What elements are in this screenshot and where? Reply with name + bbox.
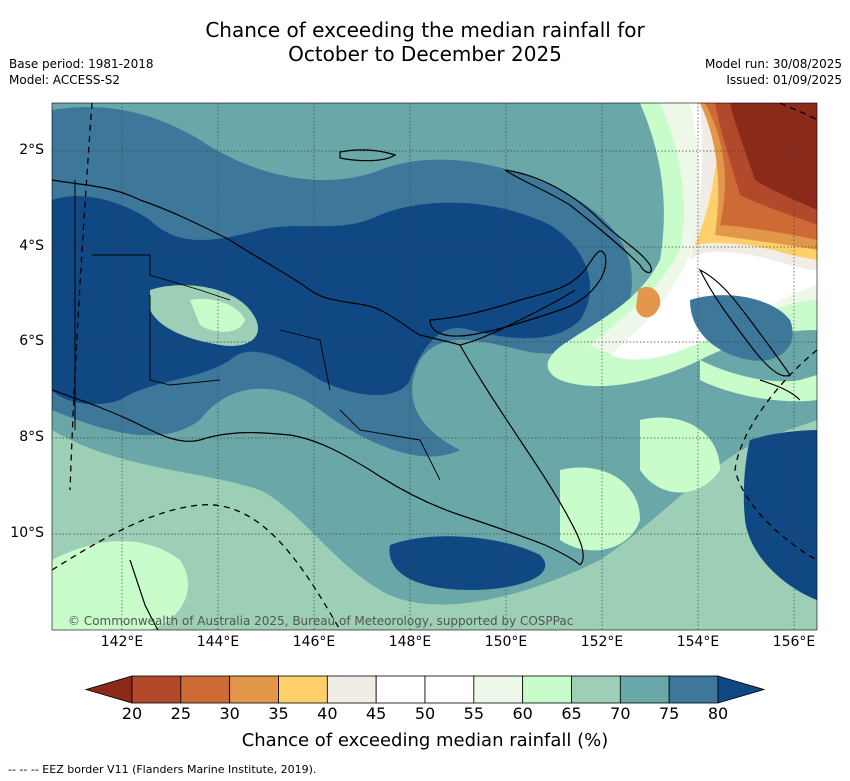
colorbar-tick-60: 60	[512, 704, 533, 723]
colorbar-tick-45: 45	[365, 704, 387, 723]
y-tick-2s: 2°S	[19, 142, 44, 158]
colorbar-box-50	[424, 675, 475, 704]
colorbar-box-20	[131, 675, 182, 704]
colorbar-tick-30: 30	[219, 704, 240, 723]
colorbar-box-30	[229, 675, 279, 704]
colorbar-box-25	[180, 675, 231, 704]
x-tick-152: 152°E	[580, 634, 624, 650]
coast-new-guinea-north	[52, 179, 576, 346]
colorbar-tick-40: 40	[317, 704, 338, 723]
x-tick-142: 142°E	[100, 634, 144, 650]
model-run: Model run: 30/08/2025	[704, 57, 842, 71]
y-tick-4s: 4°S	[19, 238, 44, 254]
map-frame	[51, 102, 818, 631]
x-tick-156: 156°E	[772, 634, 816, 650]
meta-left: Base period: 1981-2018 Model: ACCESS-S2	[9, 56, 154, 88]
gridlines	[52, 103, 817, 630]
meta-right: Model run: 30/08/2025 Issued: 01/09/2025	[705, 56, 842, 88]
copyright-notice: © Commonwealth of Australia 2025, Bureau…	[68, 614, 574, 628]
colorbar-tick-80: 80	[707, 704, 729, 723]
title-line-1: Chance of exceeding the median rainfall …	[205, 18, 645, 42]
colorbar-tick-25: 25	[170, 704, 191, 723]
base-period: Base period: 1981-2018	[9, 57, 154, 71]
colorbar-tick-55: 55	[463, 704, 484, 723]
colorbar-tick-75: 75	[658, 704, 680, 723]
y-tick-10s: 10°S	[10, 525, 44, 541]
field-east-blue	[690, 295, 793, 361]
province-borders	[92, 254, 441, 481]
x-tick-144: 144°E	[196, 634, 240, 650]
coastlines	[52, 149, 801, 630]
eez-borders	[52, 103, 817, 630]
colorbar-label: Chance of exceeding median rainfall (%)	[241, 730, 609, 751]
field-se-green	[640, 417, 720, 493]
coast-manus	[339, 149, 397, 162]
colorbar-tick-20: 20	[121, 704, 143, 723]
colorbar-tick-65: 65	[561, 704, 582, 723]
field-sw-green	[560, 467, 640, 551]
map-title: Chance of exceeding the median rainfall …	[0, 18, 850, 66]
colorbar-box-45	[375, 675, 426, 704]
coast-solomon	[759, 379, 801, 401]
colorbar-extend-low	[84, 675, 133, 704]
colorbar-box-70	[619, 675, 670, 704]
x-tick-150: 150°E	[484, 634, 528, 650]
eez-note: -- -- -- EEZ border V11 (Flanders Marine…	[8, 763, 317, 776]
coast-new-britain	[429, 250, 607, 337]
coast-cape-york	[129, 559, 159, 630]
coast-new-ireland	[504, 169, 652, 274]
field-se-blue	[743, 430, 817, 600]
colorbar-box-60	[522, 675, 572, 704]
x-tick-148: 148°E	[388, 634, 432, 650]
field-small-orange	[636, 286, 661, 318]
field-ne-darkred	[725, 103, 817, 210]
coast-png-tail	[459, 344, 584, 566]
colorbar	[84, 675, 766, 704]
issued-date: Issued: 01/09/2025	[726, 73, 842, 87]
colorbar-extend-high	[717, 675, 766, 704]
field-south	[52, 420, 817, 630]
field-central-deep	[52, 196, 590, 405]
y-tick-8s: 8°S	[19, 429, 44, 445]
model-name: Model: ACCESS-S2	[9, 73, 121, 87]
colorbar-box-75	[668, 675, 719, 704]
y-tick-6s: 6°S	[19, 333, 44, 349]
colorbar-box-65	[571, 675, 621, 704]
x-tick-146: 146°E	[292, 634, 336, 650]
field-south-light	[52, 541, 189, 630]
colorbar-box-35	[278, 675, 328, 704]
title-line-2: October to December 2025	[288, 42, 562, 66]
x-tick-154: 154°E	[676, 634, 720, 650]
field-nw-patch-light	[190, 298, 245, 332]
colorbar-box-55	[473, 675, 524, 704]
colorbar-tick-50: 50	[414, 704, 436, 723]
coast-new-guinea-south	[52, 389, 581, 566]
colorbar-tick-70: 70	[610, 704, 631, 723]
colorbar-box-40	[326, 675, 377, 704]
colorbar-tick-35: 35	[268, 704, 289, 723]
